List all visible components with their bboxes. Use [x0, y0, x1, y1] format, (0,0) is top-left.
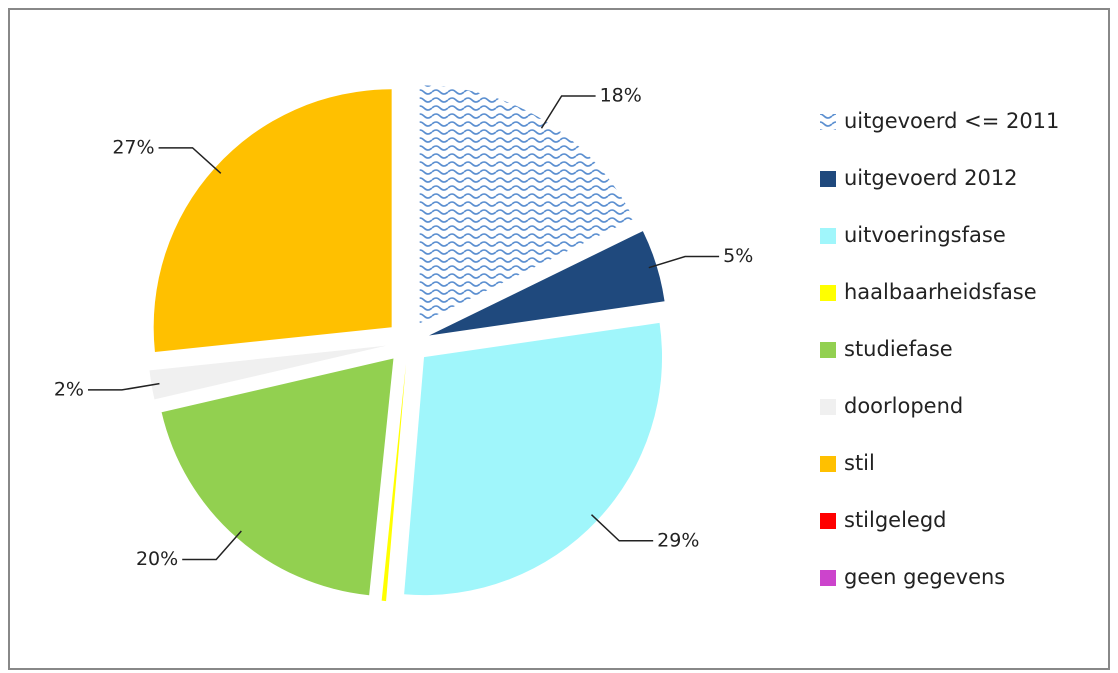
pie-slice — [161, 358, 394, 596]
data-label: 18% — [600, 85, 642, 107]
legend-swatch — [820, 171, 836, 187]
legend-swatch — [820, 285, 836, 301]
legend-swatch — [820, 456, 836, 472]
pie-slice — [149, 345, 387, 400]
pie-slice — [153, 89, 392, 352]
legend-label: stil — [844, 451, 875, 475]
legend-label: geen gegevens — [844, 565, 1005, 589]
data-label: 20% — [136, 548, 178, 570]
leader-line — [590, 514, 654, 542]
legend-swatch — [820, 570, 836, 586]
pie-slice — [429, 231, 665, 336]
data-label: 5% — [723, 245, 753, 267]
pie-slice — [404, 322, 663, 596]
legend-swatch — [820, 342, 836, 358]
legend-label: uitgevoerd <= 2011 — [844, 109, 1059, 133]
legend-label: uitvoeringsfase — [844, 223, 1006, 247]
legend-label: uitgevoerd 2012 — [844, 166, 1018, 190]
legend-swatch — [820, 399, 836, 415]
legend-swatch — [820, 228, 836, 244]
legend-label: stilgelegd — [844, 508, 947, 532]
leader-line — [87, 382, 160, 391]
legend-swatch — [820, 114, 836, 130]
legend-swatch — [820, 513, 836, 529]
pie-slice — [381, 363, 406, 602]
legend-label: studiefase — [844, 337, 953, 361]
leader-line — [648, 255, 720, 269]
leader-line — [540, 95, 596, 129]
data-label: 2% — [54, 378, 84, 400]
legend-label: haalbaarheidsfase — [844, 280, 1037, 304]
leader-line — [182, 530, 242, 561]
pie-slice — [419, 85, 634, 324]
data-label: 27% — [112, 136, 154, 158]
data-label: 29% — [657, 529, 699, 551]
leader-line — [158, 147, 222, 174]
legend-label: doorlopend — [844, 394, 963, 418]
